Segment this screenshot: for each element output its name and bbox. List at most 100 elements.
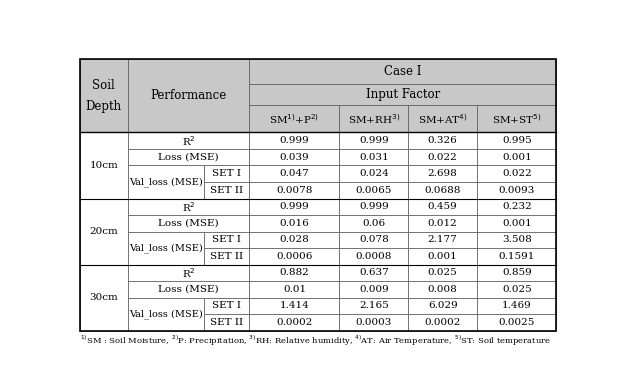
Text: 6.029: 6.029 — [428, 301, 458, 310]
Bar — [340, 132, 408, 149]
Bar — [477, 232, 556, 248]
Text: 0.008: 0.008 — [428, 285, 458, 294]
Text: 0.882: 0.882 — [279, 268, 309, 277]
Bar — [128, 165, 204, 199]
Text: 2.165: 2.165 — [359, 301, 389, 310]
Bar — [477, 314, 556, 331]
Bar — [340, 232, 408, 248]
Bar — [128, 232, 204, 265]
Bar — [250, 165, 340, 182]
Text: 10cm: 10cm — [89, 161, 118, 170]
Text: 0.0002: 0.0002 — [276, 318, 312, 327]
Bar — [250, 298, 340, 314]
Bar — [340, 182, 408, 199]
Bar — [128, 149, 250, 165]
Bar — [128, 132, 250, 149]
Bar — [128, 215, 250, 232]
Text: 0.06: 0.06 — [362, 219, 386, 228]
Bar — [250, 182, 340, 199]
Text: 0.009: 0.009 — [359, 285, 389, 294]
Bar — [250, 84, 556, 105]
Bar — [340, 105, 408, 132]
Text: SM+RH$^{3)}$: SM+RH$^{3)}$ — [348, 112, 400, 126]
Text: 0.999: 0.999 — [359, 136, 389, 145]
Text: SET II: SET II — [211, 252, 243, 261]
Text: 0.016: 0.016 — [279, 219, 309, 228]
Bar — [250, 265, 340, 281]
Bar — [340, 298, 408, 314]
Bar — [340, 215, 408, 232]
Bar — [340, 199, 408, 215]
Bar — [340, 281, 408, 298]
Bar — [80, 265, 128, 331]
Text: 0.459: 0.459 — [428, 202, 458, 211]
Text: SET II: SET II — [211, 186, 243, 195]
Text: Loss (MSE): Loss (MSE) — [158, 219, 219, 228]
Bar — [477, 298, 556, 314]
Text: SM+ST$^{5)}$: SM+ST$^{5)}$ — [492, 112, 542, 126]
Text: Val_loss (MSE): Val_loss (MSE) — [129, 177, 203, 187]
Text: 0.999: 0.999 — [279, 202, 309, 211]
Text: SET I: SET I — [212, 301, 242, 310]
Text: 0.0006: 0.0006 — [276, 252, 312, 261]
Text: $^{1)}$SM : Soil Moisture, $^{2)}$P: Precipitation, $^{3)}$RH: Relative humidity: $^{1)}$SM : Soil Moisture, $^{2)}$P: Pre… — [80, 334, 551, 348]
Bar — [477, 149, 556, 165]
Text: 0.01: 0.01 — [283, 285, 306, 294]
Bar — [408, 182, 477, 199]
Text: Val_loss (MSE): Val_loss (MSE) — [129, 309, 203, 319]
Bar — [477, 182, 556, 199]
Bar — [204, 248, 250, 265]
Bar — [340, 265, 408, 281]
Text: Loss (MSE): Loss (MSE) — [158, 285, 219, 294]
Bar — [340, 314, 408, 331]
Bar — [477, 215, 556, 232]
Bar — [80, 199, 128, 265]
Bar — [408, 149, 477, 165]
Text: 0.999: 0.999 — [359, 202, 389, 211]
Bar — [204, 182, 250, 199]
Text: 0.025: 0.025 — [428, 268, 458, 277]
Bar — [340, 165, 408, 182]
Bar — [250, 59, 556, 84]
Bar — [128, 199, 250, 215]
Bar — [408, 248, 477, 265]
Bar — [477, 165, 556, 182]
Text: 0.001: 0.001 — [502, 152, 532, 162]
Bar — [80, 59, 128, 132]
Bar — [477, 248, 556, 265]
Text: 0.232: 0.232 — [502, 202, 532, 211]
Bar — [204, 298, 250, 314]
Bar — [250, 248, 340, 265]
Bar — [408, 265, 477, 281]
Bar — [477, 281, 556, 298]
Bar — [128, 281, 250, 298]
Bar — [250, 232, 340, 248]
Text: 0.0065: 0.0065 — [356, 186, 392, 195]
Bar — [408, 132, 477, 149]
Text: 0.637: 0.637 — [359, 268, 389, 277]
Text: 0.999: 0.999 — [279, 136, 309, 145]
Text: SET II: SET II — [211, 318, 243, 327]
Text: SET I: SET I — [212, 169, 242, 178]
Text: R$^{2}$: R$^{2}$ — [182, 200, 196, 214]
Bar — [408, 314, 477, 331]
Text: 0.047: 0.047 — [279, 169, 309, 178]
Text: 0.1591: 0.1591 — [499, 252, 535, 261]
Bar — [477, 105, 556, 132]
Text: 1.469: 1.469 — [502, 301, 532, 310]
Bar — [477, 265, 556, 281]
Text: 2.177: 2.177 — [428, 235, 458, 245]
Bar — [477, 199, 556, 215]
Text: 0.024: 0.024 — [359, 169, 389, 178]
Text: 0.078: 0.078 — [359, 235, 389, 245]
Bar — [408, 165, 477, 182]
Text: 0.028: 0.028 — [279, 235, 309, 245]
Bar — [204, 165, 250, 182]
Text: 0.025: 0.025 — [502, 285, 532, 294]
Text: Soil
Depth: Soil Depth — [86, 79, 122, 113]
Bar — [340, 248, 408, 265]
Text: 0.0688: 0.0688 — [425, 186, 461, 195]
Bar — [250, 215, 340, 232]
Text: 0.001: 0.001 — [502, 219, 532, 228]
Bar — [128, 265, 250, 281]
